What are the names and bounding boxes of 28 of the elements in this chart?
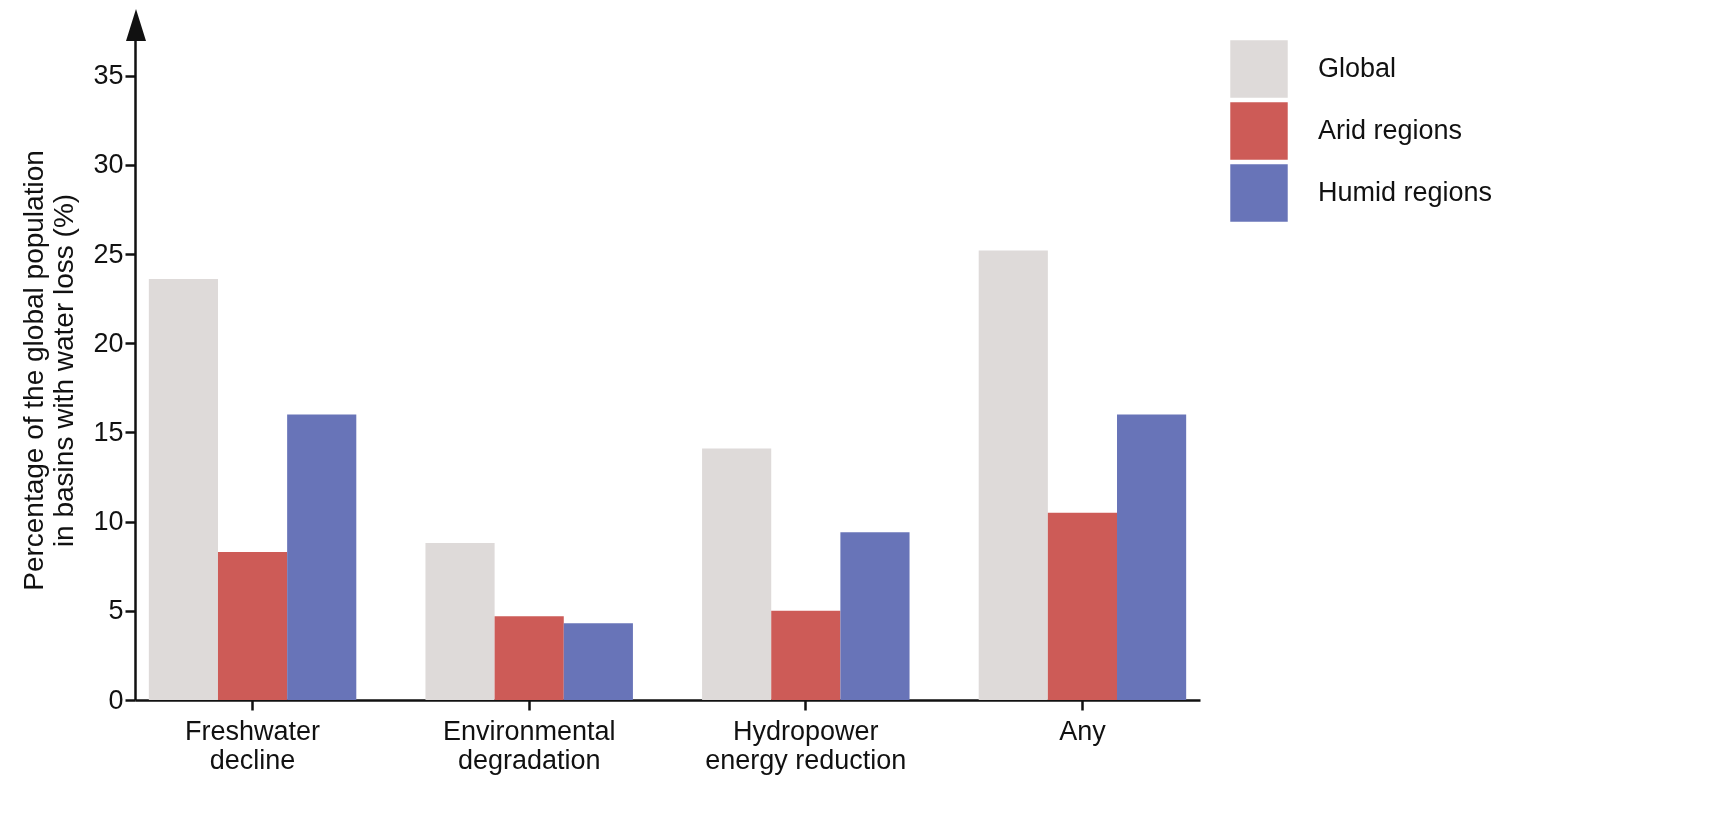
y-tick-label: 5: [108, 595, 124, 626]
x-tick-label: Any: [1059, 715, 1107, 746]
x-tick-label: Freshwater decline: [185, 715, 321, 775]
bar: [287, 414, 357, 700]
y-tick-label: 35: [93, 60, 124, 91]
bar: [217, 551, 288, 700]
legend-label: Global: [1318, 53, 1397, 83]
bar: [978, 250, 1048, 700]
legend-label: Humid regions: [1318, 177, 1493, 207]
bar: [1117, 414, 1187, 700]
bar: [494, 616, 564, 700]
bar: [702, 448, 772, 700]
legend-label: Arid regions: [1318, 115, 1463, 145]
y-tick-label: 15: [93, 416, 124, 447]
bar: [425, 543, 495, 700]
x-tick-label: Hydropower energy reduction: [705, 715, 907, 775]
bar: [1047, 512, 1118, 700]
y-tick-label: 30: [93, 149, 124, 180]
bar: [148, 279, 218, 700]
bar: [771, 610, 841, 700]
y-axis-title: Percentage of the global population in basins with water loss (%): [18, 150, 80, 591]
bar: [840, 532, 910, 700]
y-tick-label: 0: [108, 684, 124, 715]
x-tick-label: Environmental degradation: [442, 715, 616, 775]
bar: [563, 623, 633, 700]
y-tick-label: 25: [93, 238, 124, 269]
y-tick-label: 10: [93, 506, 124, 537]
y-tick-label: 20: [93, 327, 124, 358]
